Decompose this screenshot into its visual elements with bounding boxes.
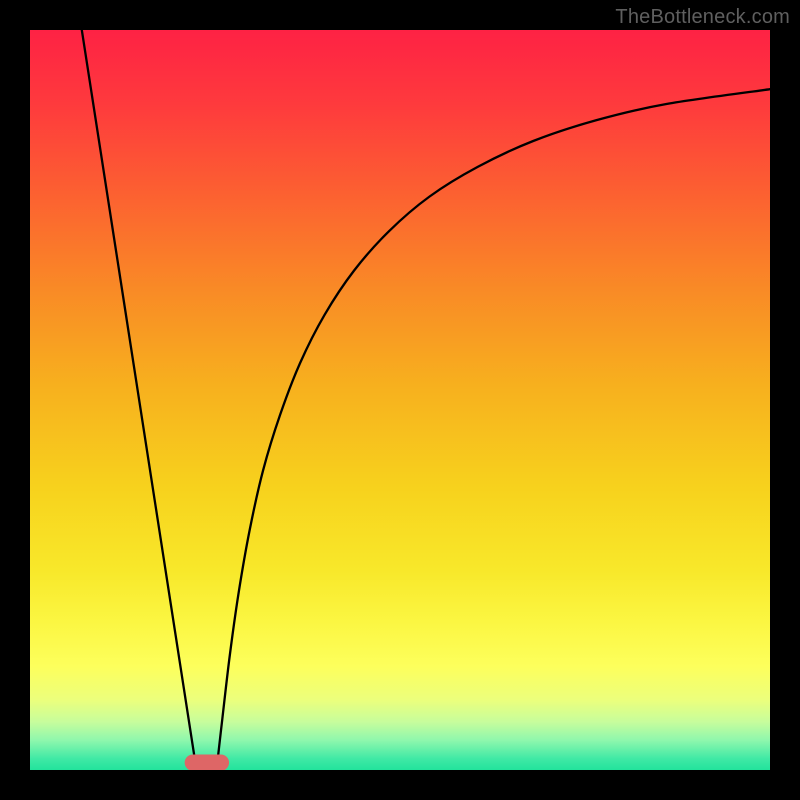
chart-frame: TheBottleneck.com bbox=[0, 0, 800, 800]
plot-area bbox=[30, 30, 770, 770]
plot-svg bbox=[30, 30, 770, 770]
gradient-background bbox=[30, 30, 770, 770]
bottleneck-marker bbox=[185, 754, 229, 770]
watermark-text: TheBottleneck.com bbox=[615, 6, 790, 29]
